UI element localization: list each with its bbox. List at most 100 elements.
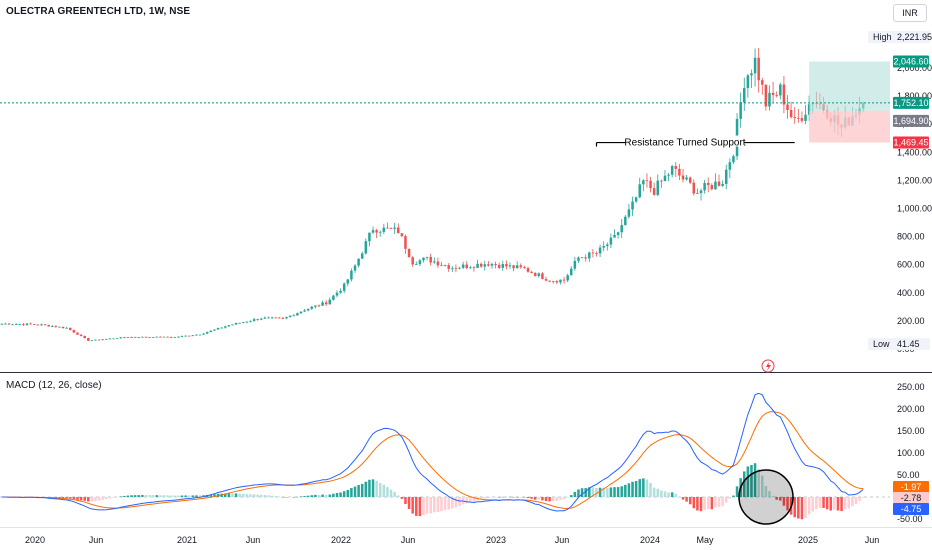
macd-hist-bar [58, 497, 61, 498]
macd-hist-bar [451, 497, 454, 509]
candle-body [220, 327, 223, 329]
macd-hist-bar [465, 497, 469, 504]
candle-body [696, 193, 699, 194]
candle-body [314, 305, 317, 307]
macd-tick-label: 50.00 [897, 470, 920, 480]
candle-body [660, 180, 663, 182]
panel-divider[interactable] [0, 372, 932, 373]
macd-hist-bar [699, 497, 703, 512]
macd-hist-bar [479, 497, 483, 500]
time-axis-line [0, 527, 932, 528]
macd-hist-bar [681, 497, 685, 500]
candle-body [79, 334, 83, 336]
macd-hist-bar [634, 481, 638, 497]
macd-hist-bar [328, 494, 332, 497]
low-marker: Low 41.45 [868, 338, 930, 350]
macd-hist-bar [721, 497, 724, 507]
macd-hist-bar [515, 496, 519, 498]
macd-hist-bar [306, 495, 310, 497]
macd-hist-bar [155, 495, 159, 497]
macd-hist-bar [159, 495, 162, 497]
macd-hist-bar [782, 497, 786, 506]
macd-hist-bar [314, 494, 317, 497]
macd-hist-bar [144, 494, 148, 497]
time-tick-label: Jun [555, 535, 570, 545]
candle-body [162, 336, 166, 338]
candle-body [487, 264, 490, 266]
candle-body [714, 181, 717, 190]
currency-button[interactable]: INR [893, 4, 927, 22]
macd-hist-bar [606, 488, 609, 497]
macd-hist-bar [573, 491, 577, 497]
candle-body [386, 227, 389, 229]
candle-body [779, 84, 782, 96]
candle-body [440, 265, 443, 267]
macd-hist-bar [710, 497, 714, 510]
macd-hist-bar [292, 497, 296, 498]
macd-hist-tag-bg [893, 481, 929, 493]
chart-title: OLECTRA GREENTECH LTD, 1W, NSE [6, 6, 191, 17]
candle-body [396, 227, 400, 234]
macd-hist-bar [685, 497, 688, 502]
macd-hist-bar [580, 488, 584, 497]
macd-signal-tag-text: -2.78 [901, 493, 922, 503]
candle-body [451, 268, 454, 270]
candle-body [519, 265, 523, 268]
macd-hist-bar [407, 497, 411, 510]
macd-hist-bar [339, 492, 342, 497]
macd-tick-label: 200.00 [897, 404, 925, 414]
candle-body [739, 102, 742, 119]
candle-body [746, 75, 750, 89]
signal-line [1, 411, 864, 510]
candle-body [87, 338, 90, 341]
macd-hist-bar [90, 497, 94, 502]
candle-body [436, 261, 440, 266]
candle-body [584, 257, 587, 259]
macd-hist-bar [829, 497, 833, 511]
time-tick-label: 2023 [486, 535, 506, 545]
annotation-bg [626, 135, 744, 147]
macd-hist-bar [112, 497, 115, 498]
candle-body [634, 197, 638, 202]
candle-body [65, 327, 68, 329]
time-tick-label: Jun [401, 535, 416, 545]
macd-hist-bar [281, 497, 285, 498]
macd-hist-bar [180, 495, 184, 497]
macd-hist-bar [209, 494, 213, 497]
candle-body [476, 263, 479, 268]
candle-body [703, 182, 706, 191]
candle-body [36, 324, 40, 326]
macd-hist-bar [642, 478, 645, 497]
macd-hist-bar [54, 497, 58, 498]
candle-body [249, 320, 252, 322]
macd-hist-bar [375, 480, 378, 497]
macd-hist-bar [249, 494, 252, 497]
price-tick-label: 600.00 [897, 260, 925, 270]
candle-body [108, 338, 112, 340]
candle-body [18, 324, 22, 325]
candle-body [40, 324, 43, 326]
candle-body [548, 280, 551, 282]
last-price-tag-text: 1,752.10 [893, 98, 928, 108]
low-marker-value: 41.45 [897, 339, 920, 349]
macd-hist-bar [425, 497, 429, 514]
macd-hist-tag: -1.97 [893, 481, 929, 493]
macd-hist-bar [815, 497, 818, 510]
candle-body [285, 316, 288, 319]
candle-body [155, 336, 159, 338]
candle-body [58, 326, 61, 328]
candle-body [649, 180, 652, 189]
candle-body [461, 264, 465, 268]
candle-body [393, 227, 396, 229]
candle-body [566, 275, 569, 281]
macd-hist-bar [173, 495, 177, 497]
macd-hist-bar [526, 497, 530, 499]
candle-body [130, 337, 133, 338]
candle-body [324, 302, 328, 305]
candle-body [187, 335, 191, 337]
macd-hist-bar [797, 497, 800, 519]
candle-body [50, 326, 54, 327]
candle-body [184, 335, 187, 337]
candle-body [234, 322, 238, 325]
